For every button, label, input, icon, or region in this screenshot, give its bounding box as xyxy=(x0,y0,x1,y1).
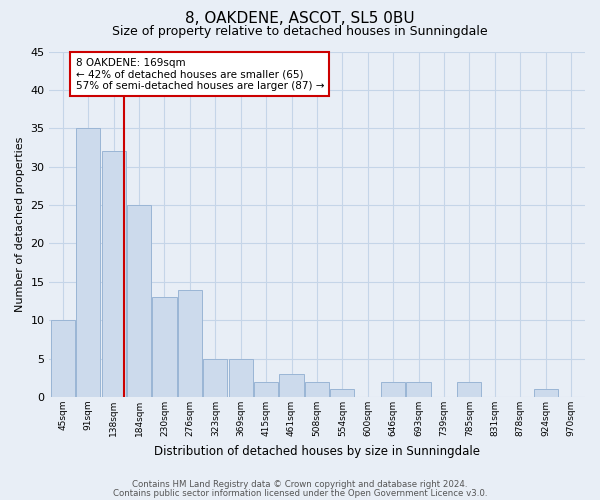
Y-axis label: Number of detached properties: Number of detached properties xyxy=(15,136,25,312)
Text: Contains HM Land Registry data © Crown copyright and database right 2024.: Contains HM Land Registry data © Crown c… xyxy=(132,480,468,489)
Bar xyxy=(330,390,355,397)
Bar xyxy=(533,390,557,397)
Bar xyxy=(51,320,75,397)
Bar xyxy=(305,382,329,397)
Bar xyxy=(127,205,151,397)
Bar xyxy=(280,374,304,397)
Text: 8, OAKDENE, ASCOT, SL5 0BU: 8, OAKDENE, ASCOT, SL5 0BU xyxy=(185,11,415,26)
Text: Size of property relative to detached houses in Sunningdale: Size of property relative to detached ho… xyxy=(112,25,488,38)
Bar xyxy=(152,297,176,397)
Bar xyxy=(457,382,481,397)
Bar xyxy=(229,358,253,397)
Text: Contains public sector information licensed under the Open Government Licence v3: Contains public sector information licen… xyxy=(113,488,487,498)
Bar xyxy=(254,382,278,397)
Bar xyxy=(76,128,100,397)
X-axis label: Distribution of detached houses by size in Sunningdale: Distribution of detached houses by size … xyxy=(154,444,480,458)
Bar xyxy=(406,382,431,397)
Bar xyxy=(381,382,405,397)
Bar xyxy=(203,358,227,397)
Bar xyxy=(178,290,202,397)
Text: 8 OAKDENE: 169sqm
← 42% of detached houses are smaller (65)
57% of semi-detached: 8 OAKDENE: 169sqm ← 42% of detached hous… xyxy=(76,58,324,91)
Bar xyxy=(101,152,126,397)
